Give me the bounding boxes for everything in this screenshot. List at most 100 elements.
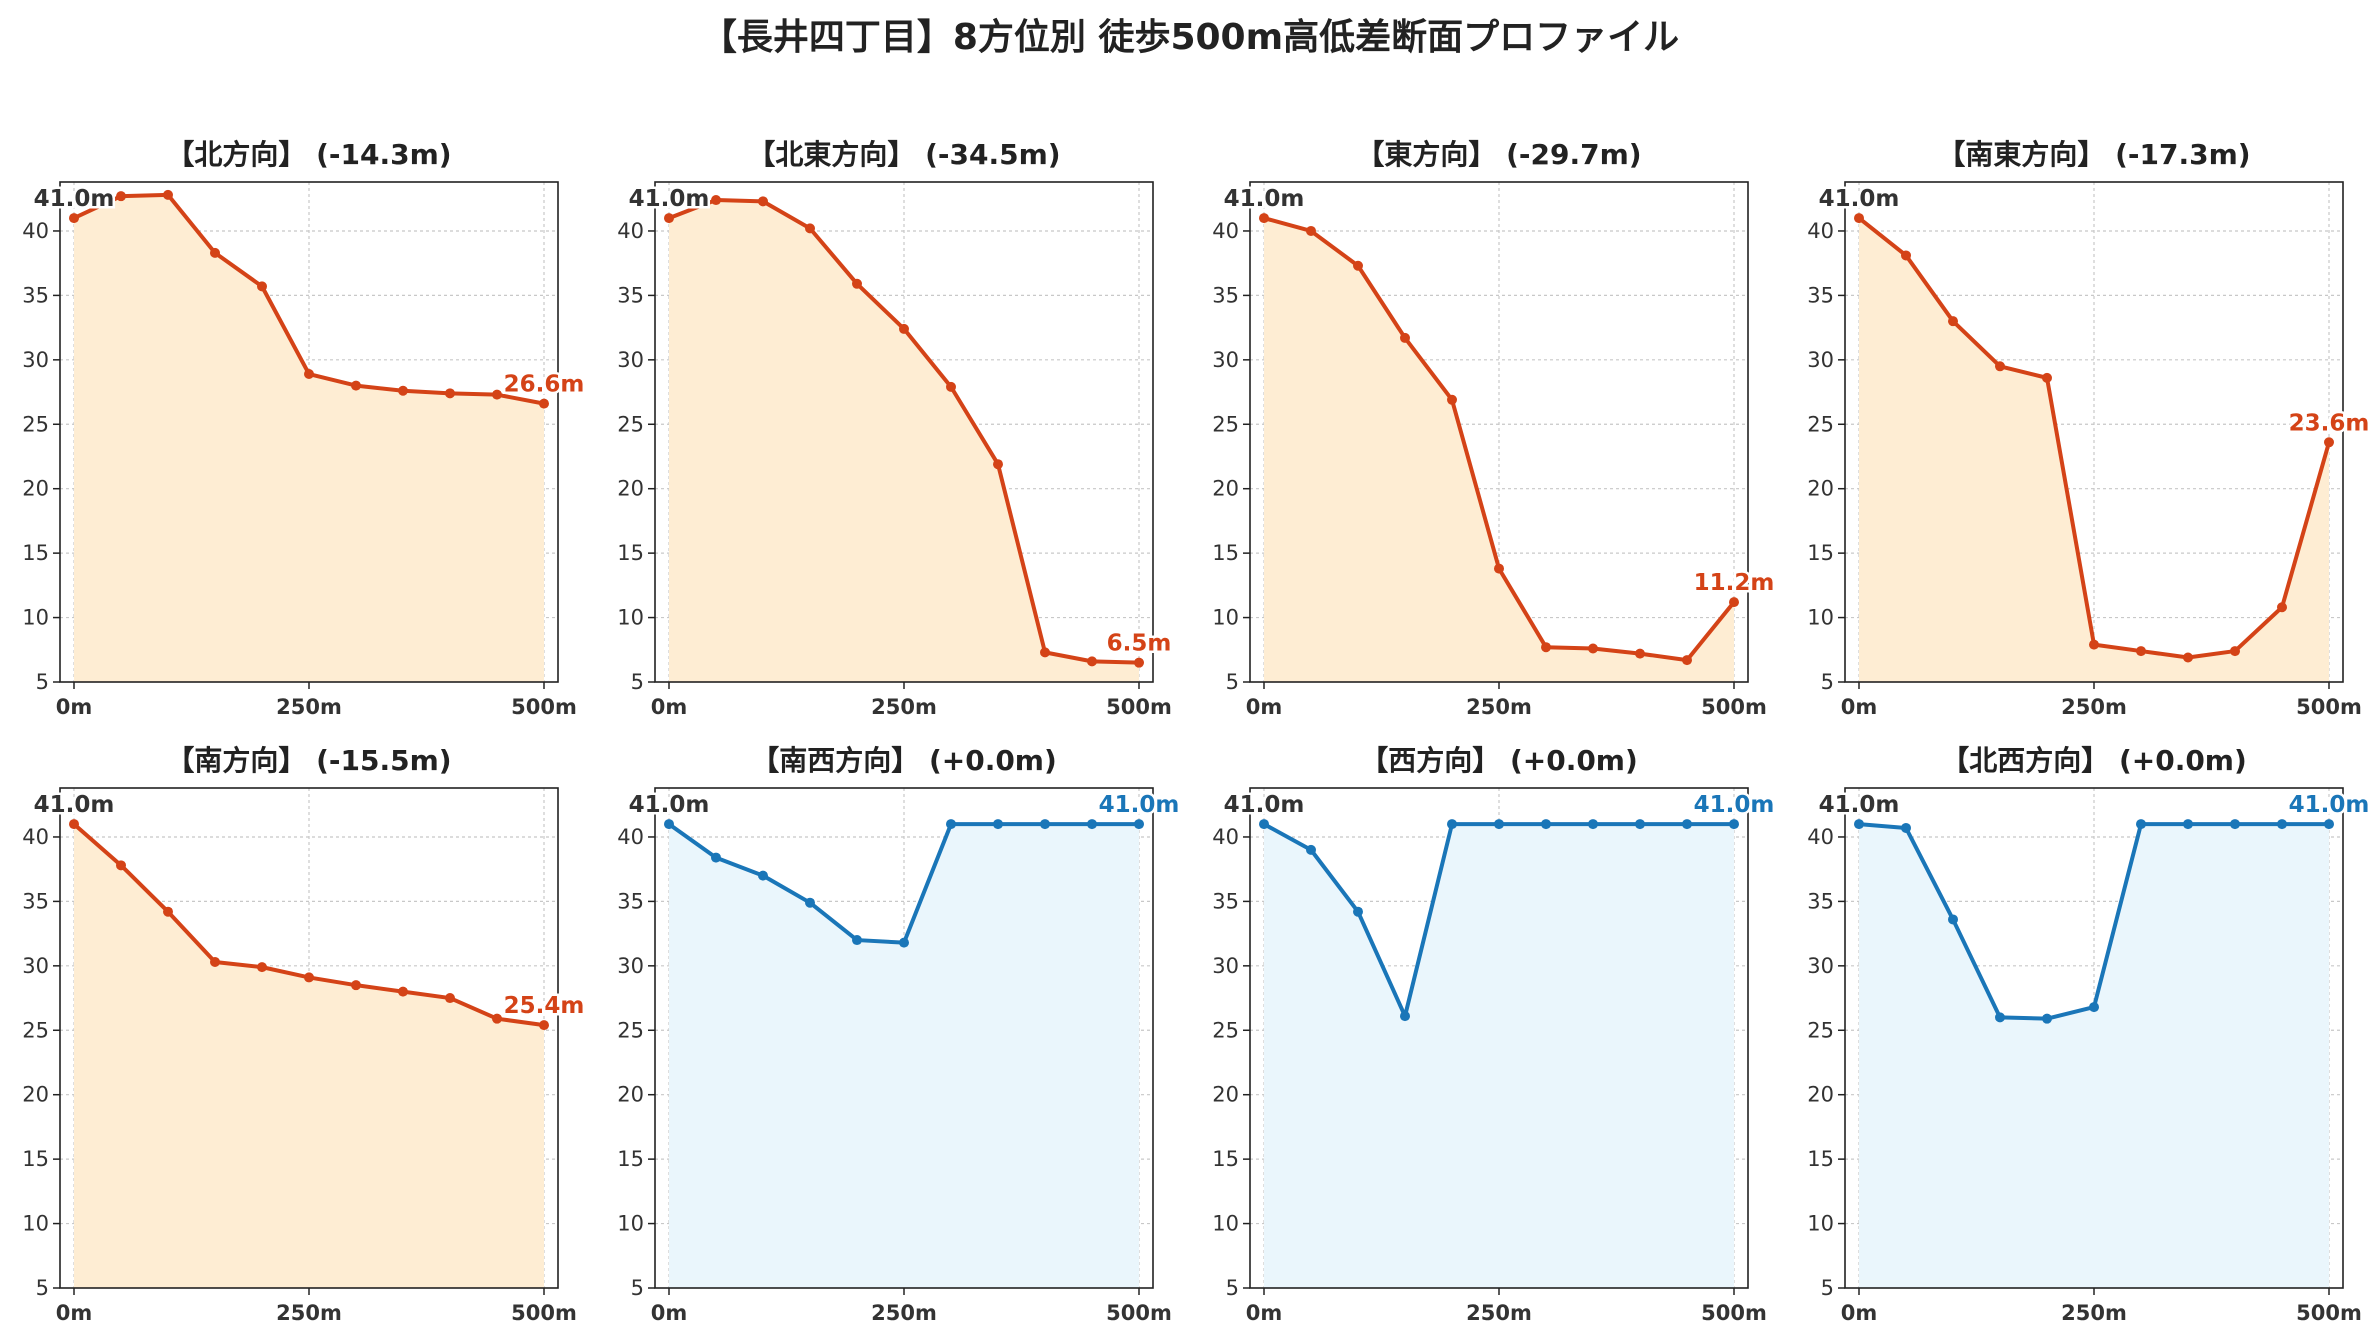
- x-tick-label: 250m: [871, 695, 937, 719]
- data-point: [1494, 819, 1504, 830]
- data-point: [1400, 1011, 1410, 1022]
- data-point: [899, 937, 909, 948]
- data-point: [304, 369, 314, 380]
- data-point: [1948, 914, 1958, 925]
- chart-panel-2: 【東方向】 (-29.7m) 5 10 15 20 25 30 35 40 0m 250m 500m 4…: [1212, 138, 1777, 719]
- data-point: [1854, 819, 1864, 830]
- start-label: 41.0m: [1224, 186, 1305, 212]
- y-tick-label: 15: [1212, 541, 1239, 565]
- y-tick-label: 30: [617, 954, 644, 978]
- data-point: [852, 935, 862, 946]
- y-tick-label: 40: [617, 825, 644, 849]
- data-point: [805, 897, 815, 908]
- y-tick-label: 30: [1212, 348, 1239, 372]
- x-tick-label: 250m: [276, 1301, 342, 1325]
- y-tick-label: 20: [1212, 477, 1239, 501]
- data-point: [1854, 213, 1864, 224]
- data-point: [1306, 844, 1316, 855]
- data-point: [398, 986, 408, 997]
- y-tick-label: 40: [22, 219, 49, 243]
- y-tick-label: 20: [22, 1083, 49, 1107]
- end-label: 41.0m: [1099, 792, 1180, 818]
- y-tick-label: 15: [1807, 541, 1834, 565]
- data-point: [69, 213, 79, 224]
- y-tick-label: 5: [36, 670, 49, 694]
- y-tick-label: 35: [22, 283, 49, 307]
- y-tick-label: 10: [22, 1212, 49, 1236]
- end-label: 25.4m: [504, 993, 585, 1019]
- start-label: 41.0m: [629, 186, 710, 212]
- data-point: [1588, 819, 1598, 830]
- y-tick-label: 30: [617, 348, 644, 372]
- y-tick-label: 35: [617, 889, 644, 913]
- area-fill: [74, 194, 544, 682]
- start-label: 41.0m: [1819, 186, 1900, 212]
- data-point: [445, 388, 455, 399]
- data-point: [1447, 394, 1457, 405]
- y-tick-label: 40: [1212, 825, 1239, 849]
- y-tick-label: 25: [1807, 1018, 1834, 1042]
- x-tick-label: 500m: [2296, 695, 2362, 719]
- x-tick-label: 0m: [651, 695, 688, 719]
- y-tick-label: 15: [22, 541, 49, 565]
- data-point: [1353, 906, 1363, 917]
- y-tick-label: 25: [1212, 412, 1239, 436]
- end-label: 41.0m: [1694, 792, 1775, 818]
- chart-panel-0: 【北方向】 (-14.3m) 5 10 15 20 25 30 35 40 0m 250m 500m 4…: [22, 138, 587, 719]
- data-point: [946, 381, 956, 392]
- data-point: [2136, 819, 2146, 830]
- y-tick-label: 40: [22, 825, 49, 849]
- data-point: [2324, 437, 2334, 448]
- data-point: [1635, 819, 1645, 830]
- y-tick-label: 30: [1212, 954, 1239, 978]
- data-point: [1494, 563, 1504, 574]
- data-point: [1729, 819, 1739, 830]
- data-point: [2042, 1013, 2052, 1024]
- figure-title: 【長井四丁目】8方位別 徒歩500m高低差断面プロファイル: [700, 17, 1680, 58]
- chart-panel-1: 【北東方向】 (-34.5m) 5 10 15 20 25 30 35 40 0m 250m 500m…: [617, 138, 1174, 719]
- y-tick-label: 25: [22, 412, 49, 436]
- data-point: [2277, 602, 2287, 613]
- x-tick-label: 500m: [1106, 695, 1172, 719]
- y-tick-label: 35: [617, 283, 644, 307]
- panel-title: 【南東方向】 (-17.3m): [1937, 138, 2250, 171]
- data-point: [2089, 1002, 2099, 1013]
- y-tick-label: 40: [1807, 825, 1834, 849]
- data-point: [492, 389, 502, 400]
- data-point: [351, 980, 361, 991]
- data-point: [1588, 643, 1598, 654]
- data-point: [257, 962, 267, 973]
- y-tick-label: 35: [22, 889, 49, 913]
- data-point: [711, 852, 721, 863]
- data-point: [539, 1020, 549, 1031]
- y-tick-label: 30: [1807, 954, 1834, 978]
- data-point: [1353, 260, 1363, 271]
- chart-panel-5: 【南西方向】 (+0.0m) 5 10 15 20 25 30 35 40 0m 250m 500m 4…: [617, 744, 1182, 1325]
- x-tick-label: 0m: [1841, 695, 1878, 719]
- x-tick-label: 500m: [511, 1301, 577, 1325]
- data-point: [2136, 646, 2146, 657]
- panel-title: 【北東方向】 (-34.5m): [747, 138, 1060, 171]
- start-label: 41.0m: [34, 186, 115, 212]
- y-tick-label: 40: [617, 219, 644, 243]
- x-tick-label: 0m: [1841, 1301, 1878, 1325]
- data-point: [1134, 819, 1144, 830]
- data-point: [1729, 597, 1739, 608]
- data-point: [445, 993, 455, 1004]
- y-tick-label: 10: [22, 606, 49, 630]
- y-tick-label: 15: [22, 1147, 49, 1171]
- data-point: [664, 819, 674, 830]
- data-point: [210, 956, 220, 967]
- x-tick-label: 250m: [1466, 695, 1532, 719]
- data-point: [1259, 819, 1269, 830]
- data-point: [1995, 361, 2005, 372]
- chart-panel-6: 【西方向】 (+0.0m) 5 10 15 20 25 30 35 40 0m 250m 500m 41…: [1212, 744, 1777, 1325]
- data-point: [163, 189, 173, 200]
- y-tick-label: 15: [1807, 1147, 1834, 1171]
- data-point: [304, 972, 314, 983]
- data-point: [1682, 819, 1692, 830]
- y-tick-label: 5: [1821, 1276, 1834, 1300]
- y-tick-label: 30: [22, 954, 49, 978]
- data-point: [1901, 250, 1911, 261]
